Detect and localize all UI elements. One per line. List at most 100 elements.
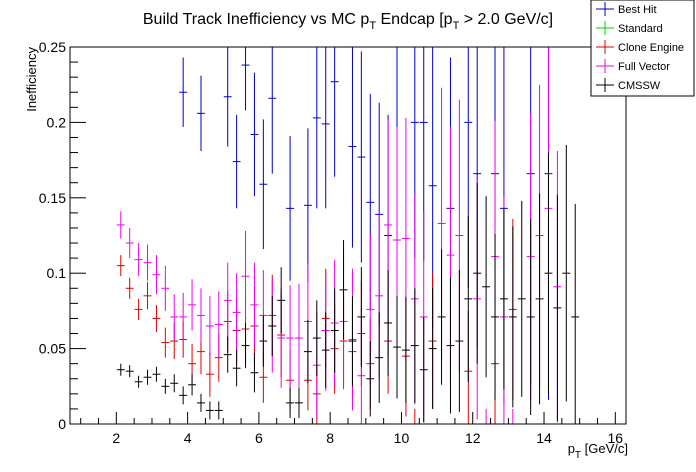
data-point: [312, 47, 321, 209]
legend-entry: Best Hit: [596, 2, 657, 16]
data-point: [205, 401, 214, 420]
data-point: [446, 277, 455, 414]
x-tick-label: 14: [536, 430, 552, 446]
data-point: [277, 267, 286, 334]
data-point: [491, 233, 499, 400]
data-point: [161, 265, 170, 311]
data-point: [295, 387, 303, 418]
x-tick-label: 12: [465, 430, 481, 446]
data-point: [312, 300, 321, 376]
data-point: [286, 285, 295, 391]
y-tick-label: 0.1: [47, 265, 67, 281]
data-point: [410, 408, 419, 425]
x-tick-label: 4: [184, 430, 192, 446]
data-point: [188, 279, 197, 331]
y-axis-title: Inefficiency: [24, 47, 39, 112]
data-point: [143, 244, 152, 281]
data-point: [464, 215, 473, 382]
data-point: [188, 374, 197, 396]
data-point: [116, 255, 125, 277]
data-point: [259, 315, 268, 367]
data-point: [152, 304, 161, 333]
x-tick-label: 8: [326, 430, 334, 446]
data-point: [179, 57, 188, 127]
data-point: [116, 211, 125, 239]
data-point: [241, 322, 250, 369]
data-point: [393, 295, 401, 399]
series-best-hit: [179, 46, 553, 405]
data-point: [250, 353, 259, 393]
data-point: [526, 218, 535, 415]
data-point: [499, 208, 508, 390]
data-point: [437, 249, 446, 385]
data-point: [562, 145, 571, 402]
data-point: [544, 152, 553, 394]
data-point: [384, 270, 393, 376]
data-point: [517, 200, 526, 397]
y-tick-label: 0: [58, 416, 66, 432]
data-point: [197, 288, 205, 343]
data-point: [455, 270, 464, 412]
data-point: [205, 351, 214, 397]
x-tick-label: 10: [394, 430, 410, 446]
legend-entry: Full Vector: [596, 59, 670, 73]
data-point: [170, 294, 179, 340]
data-point: [161, 327, 170, 358]
data-point: [410, 288, 419, 403]
data-point: [303, 128, 312, 283]
data-point: [508, 408, 517, 425]
data-point: [482, 196, 491, 378]
data-point: [152, 366, 161, 382]
y-tick-label: 0.2: [47, 114, 67, 130]
data-point: [134, 298, 143, 320]
data-point: [348, 295, 357, 387]
legend: Best Hit Standard Clone Engine Full Vector C…: [590, 0, 695, 97]
data-point: [250, 262, 259, 348]
data-point: [116, 363, 125, 376]
data-point: [357, 51, 366, 263]
data-point: [179, 292, 188, 342]
data-point: [268, 47, 277, 174]
legend-label: Standard: [618, 23, 663, 35]
y-axis: 0 0.05 0.1 0.15 0.2 0.25: [39, 39, 86, 432]
data-point: [401, 297, 410, 403]
data-point: [223, 47, 232, 147]
data-point: [259, 119, 268, 250]
legend-label: Best Hit: [618, 4, 657, 16]
data-point: [375, 312, 384, 403]
data-point: [152, 255, 161, 295]
x-tick-label: 16: [608, 430, 624, 446]
data-point: [303, 319, 312, 384]
data-point: [357, 267, 366, 367]
data-point: [214, 291, 223, 358]
x-axis-title: pT [GeV/c]: [568, 441, 628, 461]
data-point: [321, 312, 330, 388]
data-point: [482, 408, 491, 425]
data-point: [241, 47, 250, 111]
legend-entry: Clone Engine: [596, 40, 684, 54]
data-point: [232, 273, 241, 352]
data-point: [286, 135, 295, 281]
legend-label: Full Vector: [618, 61, 670, 73]
data-point: [571, 203, 580, 424]
data-point: [143, 282, 152, 310]
data-point: [223, 336, 232, 373]
data-point: [125, 277, 134, 299]
data-point: [241, 230, 250, 322]
data-point: [197, 75, 205, 152]
legend-label: CMSSW: [618, 80, 661, 92]
data-point: [161, 378, 170, 394]
data-point: [125, 365, 134, 378]
data-point: [134, 375, 143, 388]
data-point: [330, 288, 339, 373]
data-point: [232, 114, 241, 209]
x-tick-label: 6: [255, 430, 263, 446]
data-point: [553, 194, 562, 421]
data-point: [170, 374, 179, 393]
data-point: [428, 288, 437, 409]
data-point: [295, 283, 303, 393]
data-point: [535, 193, 544, 405]
y-tick-label: 0.15: [39, 190, 66, 206]
data-point: [339, 240, 348, 340]
